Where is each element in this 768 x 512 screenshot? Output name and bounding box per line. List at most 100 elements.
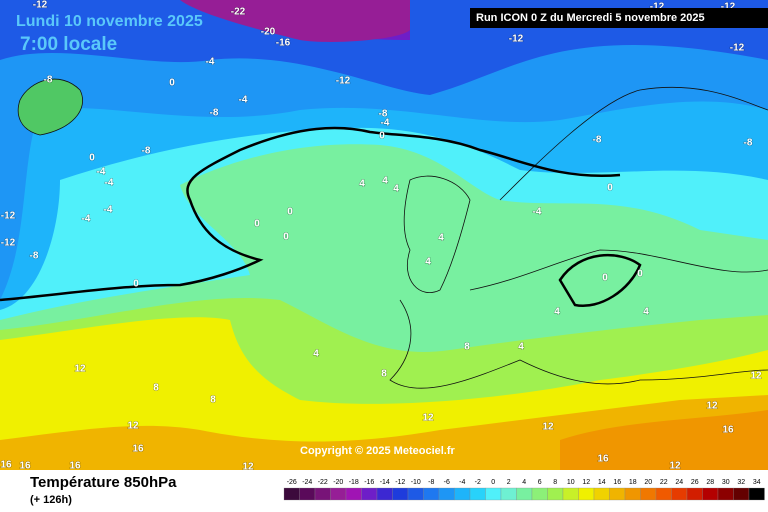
scale-box [624,487,641,501]
scale-box [485,487,502,501]
scale-label: -20 [333,479,343,486]
scale-box [578,487,595,501]
contour-label: 8 [153,383,159,394]
field-hotter [560,410,768,470]
contour-label: 0 [283,232,289,243]
scale-box [547,487,564,501]
contour-label: -8 [379,109,388,120]
contour-labels: -12-22-20-16 -12-12-12-12-4-8 -120-8-4-8-4… [0,0,762,473]
scale-label: 34 [753,479,761,486]
contour-label: 0 [254,219,260,230]
contour-label: 0 [287,207,293,218]
contour-label: 4 [313,349,319,360]
scale-label: -18 [349,479,359,486]
scale-label: 24 [675,479,683,486]
contour-label: 12 [706,401,718,412]
contour-label: -12 [1,238,16,249]
scale-box [454,487,471,501]
scale-label: 4 [522,479,526,486]
scale-label: 12 [582,479,590,486]
contour-label: 0 [89,153,95,164]
contour-label: -8 [44,75,53,86]
scale-box [748,487,765,501]
contour-label: 0 [607,183,613,194]
color-scale: -26 -24 -22 -20 -18 -16 -14 -12 -10 -8 -6 -4 -2 0 2 4 6 8… [283,479,765,501]
scale-label: 20 [644,479,652,486]
contour-label: 4 [438,233,444,244]
contour-label: 4 [518,342,524,353]
scale-label: -10 [411,479,421,486]
scale-box [562,487,579,501]
contour-label: 8 [381,369,387,380]
contour-label: 12 [422,413,434,424]
scale-box [702,487,719,501]
scale-label: 32 [737,479,745,486]
scale-box [392,487,409,501]
scale-label: -22 [318,479,328,486]
scale-label: -6 [444,479,450,486]
contour-label: 4 [425,257,431,268]
contour-label: 16 [0,460,12,471]
scale-box [593,487,610,501]
contour-label: 12 [74,364,86,375]
scale-box [671,487,688,501]
scale-label: 18 [629,479,637,486]
scale-box [717,487,734,501]
scale-box [500,487,517,501]
lead-time: (+ 126h) [30,494,72,506]
run-box [470,8,768,28]
scale-box [531,487,548,501]
scale-box [423,487,440,501]
contour-label: -4 [82,214,91,225]
contour-label: -8 [142,146,151,157]
scale-label: 6 [538,479,542,486]
contour-label: -4 [239,95,248,106]
contour-label: 0 [602,273,608,284]
scale-box [361,487,378,501]
scale-box [283,487,300,501]
scale-label: -12 [395,479,405,486]
contour-label: -20 [261,27,276,38]
contour-label: -12 [1,211,16,222]
scale-box [640,487,657,501]
scale-label: -8 [428,479,434,486]
scale-label: 16 [613,479,621,486]
contour-label: -8 [210,108,219,119]
zero-isotherm [0,126,621,302]
scale-label: -24 [302,479,312,486]
contour-label: 8 [464,342,470,353]
scale-label: 22 [660,479,668,486]
contour-label: -22 [231,7,246,18]
contour-label: -4 [105,178,114,189]
copyright: Copyright © 2025 Meteociel.fr [300,445,456,457]
scale-box [299,487,316,501]
scale-box [438,487,455,501]
scale-box [516,487,533,501]
scale-label: 28 [706,479,714,486]
contour-label: -4 [533,207,542,218]
contour-label: 4 [393,184,399,195]
contour-label: 16 [722,425,734,436]
contour-label: 4 [554,307,560,318]
contour-label: 8 [210,395,216,406]
scale-label: 10 [567,479,575,486]
scale-label: -14 [380,479,390,486]
contour-label: 4 [382,176,388,187]
contour-label: -12 [33,0,48,11]
contour-label: 16 [19,461,31,472]
scale-label: 2 [507,479,511,486]
contour-label: 4 [359,179,365,190]
scale-box [376,487,393,501]
map-title: Lundi 10 novembre 2025 [16,13,203,30]
contour-label: -4 [381,118,390,129]
map-subtitle: 7:00 locale [20,34,117,55]
contour-label: -8 [744,138,753,149]
scale-label: -16 [364,479,374,486]
contour-label: -8 [30,251,39,262]
contour-label: 0 [637,269,643,280]
scale-box [609,487,626,501]
scale-label: -2 [475,479,481,486]
contour-label: 16 [597,454,609,465]
contour-label: -16 [276,38,291,49]
